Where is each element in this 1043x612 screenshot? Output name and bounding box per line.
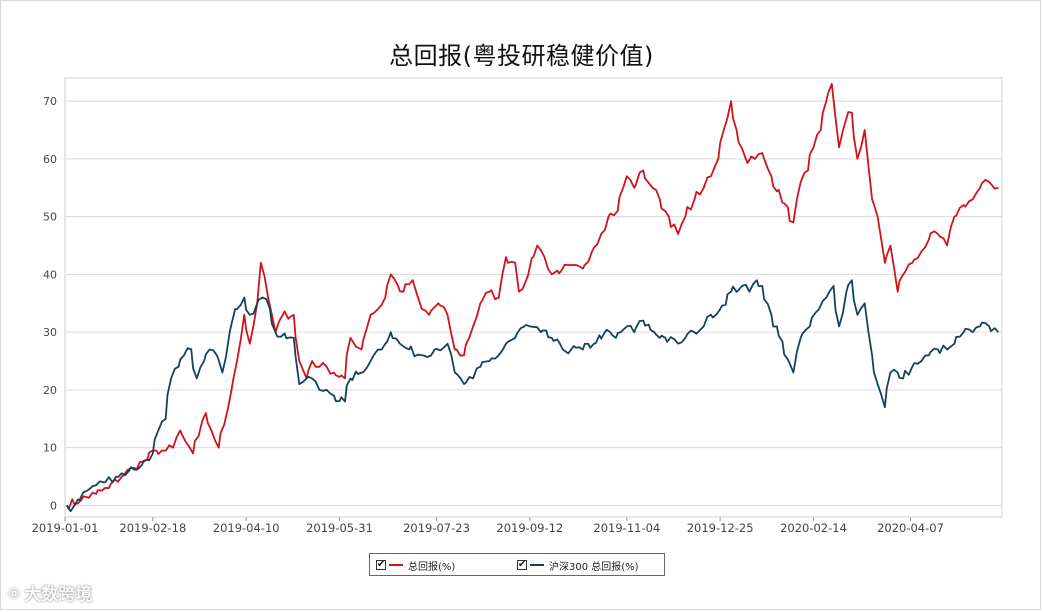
legend-item-fund[interactable]: ✔ 总回报(%)	[376, 558, 456, 573]
x-tick-label: 2020-04-07	[877, 521, 944, 535]
legend-checkbox-fund[interactable]: ✔	[376, 559, 386, 570]
series-line-hs300	[66, 279, 999, 513]
x-tick-label: 2019-05-31	[306, 521, 373, 535]
y-tick-label: 40	[43, 268, 57, 281]
x-tick-label: 2019-09-12	[496, 521, 563, 535]
x-tick-label: 2019-07-23	[403, 521, 470, 535]
x-tick-label: 2019-02-18	[119, 521, 186, 535]
grid	[64, 77, 1003, 518]
x-tick-label: 2019-04-10	[213, 521, 280, 535]
x-tick-label: 2019-11-04	[593, 521, 660, 535]
legend-label-hs300: 沪深300 总回报(%)	[549, 561, 639, 573]
y-tick-label: 30	[43, 326, 57, 339]
watermark-logo-icon: ◎	[8, 584, 21, 601]
y-tick-label: 0	[50, 499, 57, 512]
legend-checkbox-hs300[interactable]: ✔	[517, 559, 527, 570]
x-tick-label: 2019-12-25	[687, 521, 754, 535]
legend: ✔ 总回报(%) ✔ 沪深300 总回报(%)	[369, 553, 665, 576]
y-tick-label: 10	[43, 442, 57, 455]
series-line-fund	[66, 82, 999, 510]
watermark: ◎ 大数跨境	[8, 580, 93, 606]
x-tick-label: 2020-02-14	[780, 521, 847, 535]
legend-item-hs300[interactable]: ✔ 沪深300 总回报(%)	[517, 558, 639, 573]
series-lines	[66, 82, 999, 513]
x-axis: 2019-01-01 2019-02-18 2019-04-10 2019-05-31…	[32, 517, 944, 535]
plot-border	[64, 77, 1003, 518]
chart-title: 总回报(粤投研稳健价值)	[389, 42, 654, 70]
y-tick-label: 20	[43, 384, 57, 397]
y-tick-label: 60	[43, 153, 57, 166]
watermark-text: 大数跨境	[24, 585, 93, 605]
legend-label-fund: 总回报(%)	[408, 561, 456, 573]
x-tick-label: 2019-01-01	[32, 521, 99, 535]
y-tick-label: 50	[43, 211, 57, 224]
y-axis: 0 10 20 30 40 50 60 70	[43, 95, 57, 512]
legend-swatch-fund	[389, 564, 403, 566]
y-tick-label: 70	[43, 95, 57, 108]
legend-swatch-hs300	[530, 564, 544, 566]
